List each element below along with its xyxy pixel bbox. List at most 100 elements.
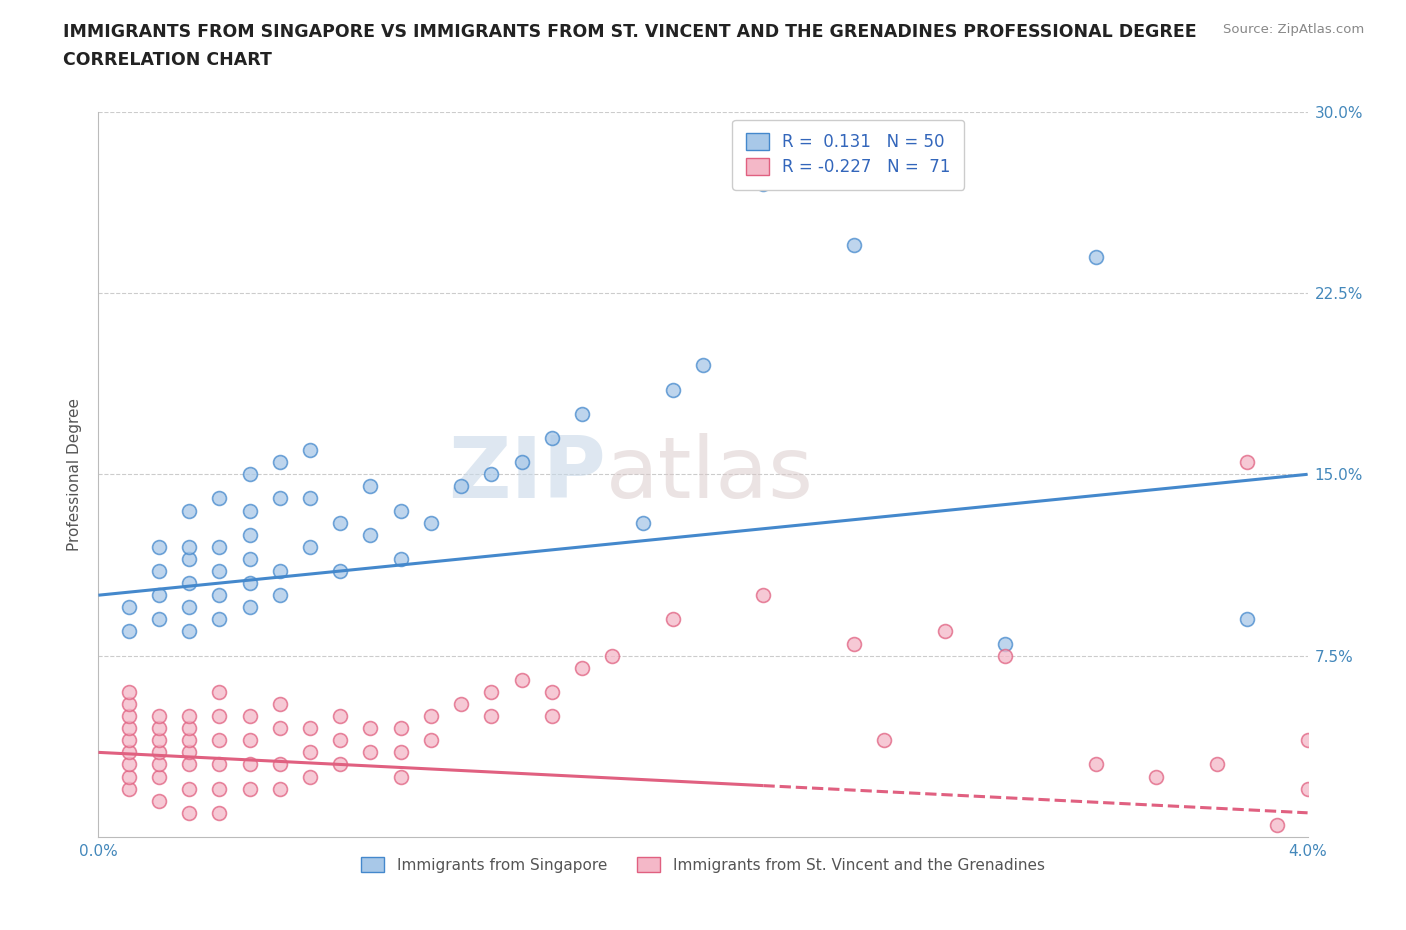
Point — [118, 721, 141, 736]
Point — [118, 624, 141, 639]
Point — [450, 479, 472, 494]
Point — [208, 491, 231, 506]
Point — [269, 697, 291, 711]
Point — [389, 721, 412, 736]
Point — [1146, 769, 1168, 784]
Point — [1236, 612, 1258, 627]
Point — [934, 624, 956, 639]
Point — [118, 733, 141, 748]
Point — [208, 733, 231, 748]
Point — [481, 684, 503, 699]
Point — [269, 721, 291, 736]
Point — [179, 624, 201, 639]
Point — [239, 733, 262, 748]
Point — [239, 503, 262, 518]
Point — [299, 745, 322, 760]
Point — [1267, 817, 1289, 832]
Point — [420, 709, 443, 724]
Point — [148, 588, 170, 603]
Legend: Immigrants from Singapore, Immigrants from St. Vincent and the Grenadines: Immigrants from Singapore, Immigrants fr… — [354, 849, 1052, 880]
Point — [179, 551, 201, 566]
Point — [208, 805, 231, 820]
Point — [420, 515, 443, 530]
Point — [994, 648, 1017, 663]
Point — [360, 745, 382, 760]
Point — [389, 551, 412, 566]
Point — [389, 503, 412, 518]
Text: atlas: atlas — [606, 432, 814, 516]
Point — [239, 600, 262, 615]
Point — [752, 177, 775, 192]
Point — [208, 612, 231, 627]
Point — [118, 697, 141, 711]
Text: ZIP: ZIP — [449, 432, 606, 516]
Point — [510, 455, 533, 470]
Point — [148, 745, 170, 760]
Point — [148, 733, 170, 748]
Point — [1296, 781, 1319, 796]
Point — [1236, 455, 1258, 470]
Point — [450, 697, 472, 711]
Point — [208, 588, 231, 603]
Point — [329, 709, 352, 724]
Point — [299, 539, 322, 554]
Point — [360, 721, 382, 736]
Point — [269, 781, 291, 796]
Point — [148, 757, 170, 772]
Y-axis label: Professional Degree: Professional Degree — [67, 398, 83, 551]
Point — [239, 527, 262, 542]
Point — [269, 757, 291, 772]
Point — [148, 721, 170, 736]
Point — [118, 600, 141, 615]
Point — [481, 709, 503, 724]
Point — [329, 733, 352, 748]
Point — [481, 467, 503, 482]
Point — [179, 539, 201, 554]
Point — [389, 769, 412, 784]
Point — [179, 503, 201, 518]
Point — [148, 539, 170, 554]
Point — [299, 721, 322, 736]
Point — [1296, 733, 1319, 748]
Point — [179, 600, 201, 615]
Point — [179, 709, 201, 724]
Point — [510, 672, 533, 687]
Point — [208, 684, 231, 699]
Point — [118, 769, 141, 784]
Point — [239, 781, 262, 796]
Point — [118, 684, 141, 699]
Point — [329, 515, 352, 530]
Point — [389, 745, 412, 760]
Point — [752, 588, 775, 603]
Point — [661, 612, 683, 627]
Point — [179, 576, 201, 591]
Point — [1085, 249, 1108, 264]
Point — [360, 479, 382, 494]
Text: CORRELATION CHART: CORRELATION CHART — [63, 51, 273, 69]
Point — [299, 769, 322, 784]
Point — [148, 612, 170, 627]
Point — [148, 769, 170, 784]
Point — [239, 709, 262, 724]
Point — [540, 431, 562, 445]
Text: Source: ZipAtlas.com: Source: ZipAtlas.com — [1223, 23, 1364, 36]
Point — [118, 781, 141, 796]
Point — [269, 564, 291, 578]
Point — [269, 588, 291, 603]
Point — [179, 757, 201, 772]
Point — [179, 805, 201, 820]
Point — [844, 237, 866, 252]
Point — [571, 406, 593, 421]
Point — [360, 527, 382, 542]
Text: IMMIGRANTS FROM SINGAPORE VS IMMIGRANTS FROM ST. VINCENT AND THE GRENADINES PROF: IMMIGRANTS FROM SINGAPORE VS IMMIGRANTS … — [63, 23, 1197, 41]
Point — [329, 564, 352, 578]
Point — [844, 636, 866, 651]
Point — [208, 781, 231, 796]
Point — [239, 551, 262, 566]
Point — [602, 648, 624, 663]
Point — [239, 757, 262, 772]
Point — [994, 636, 1017, 651]
Point — [299, 443, 322, 458]
Point — [269, 455, 291, 470]
Point — [269, 491, 291, 506]
